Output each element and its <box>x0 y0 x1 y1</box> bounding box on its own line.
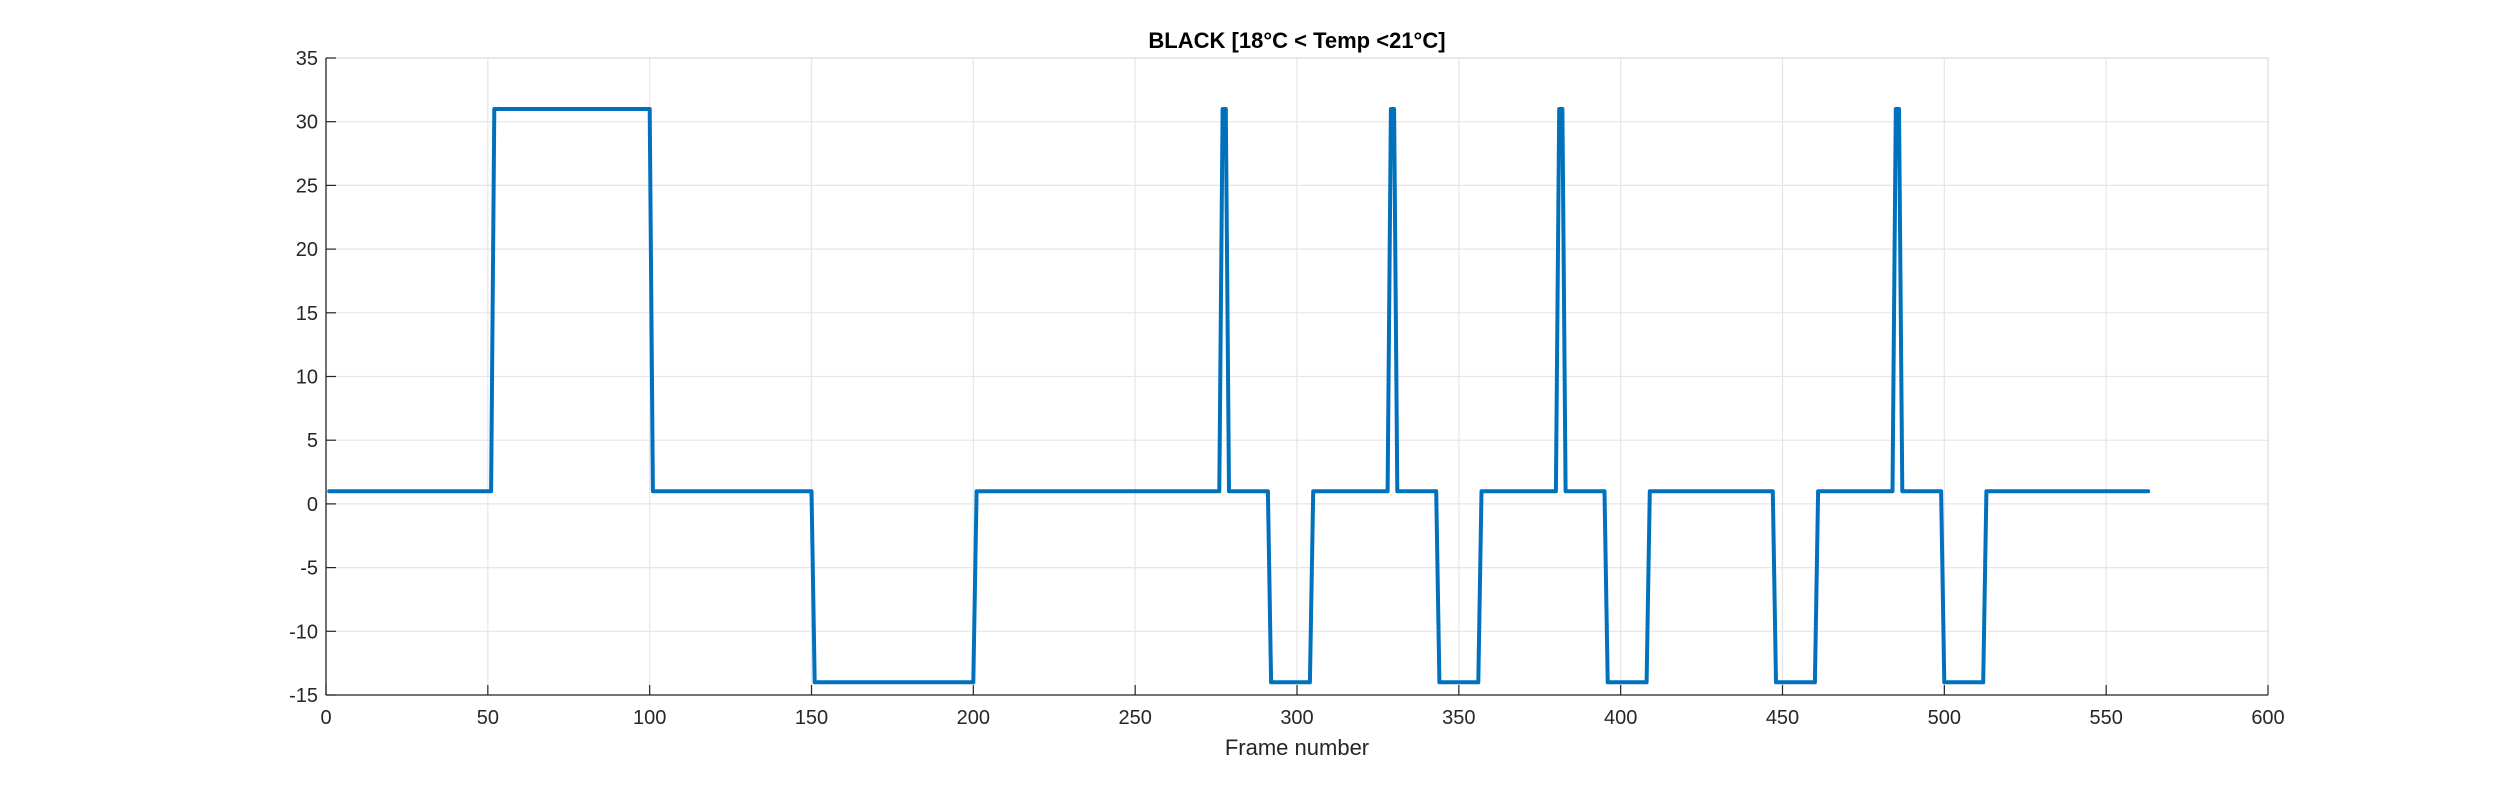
x-tick-label: 100 <box>633 707 666 729</box>
x-tick-label: 450 <box>1766 707 1799 729</box>
x-axis-label: Frame number <box>1225 735 1369 760</box>
y-tick-label: 25 <box>296 175 318 197</box>
grid-layer <box>325 57 2269 696</box>
y-tick-label: 35 <box>296 48 318 70</box>
series-line <box>327 107 2151 685</box>
y-tick-label: 5 <box>307 430 318 452</box>
y-tick-label: 15 <box>296 303 318 325</box>
x-tick-label: 400 <box>1604 707 1637 729</box>
series-layer <box>327 107 2151 685</box>
y-tick-label: -5 <box>300 558 318 580</box>
chart-title: BLACK [18°C < Temp <21°C] <box>1148 28 1445 53</box>
ticks-layer: 0 50 100 150 200 250 300 350 400 450 500 550 6003530… <box>289 48 2285 729</box>
x-tick-label: 0 <box>320 707 331 729</box>
x-tick-label: 550 <box>2089 707 2122 729</box>
x-tick-label: 200 <box>957 707 990 729</box>
x-tick-label: 150 <box>795 707 828 729</box>
y-tick-label: -15 <box>289 685 318 707</box>
y-tick-label: 20 <box>296 239 318 261</box>
x-tick-label: 50 <box>477 707 499 729</box>
y-tick-label: 0 <box>307 494 318 516</box>
x-tick-label: 600 <box>2251 707 2284 729</box>
y-tick-label: 30 <box>296 112 318 134</box>
x-tick-label: 500 <box>1928 707 1961 729</box>
x-tick-label: 250 <box>1118 707 1151 729</box>
y-tick-label: -10 <box>289 621 318 643</box>
x-tick-label: 300 <box>1280 707 1313 729</box>
x-tick-label: 350 <box>1442 707 1475 729</box>
y-tick-label: 10 <box>296 367 318 389</box>
